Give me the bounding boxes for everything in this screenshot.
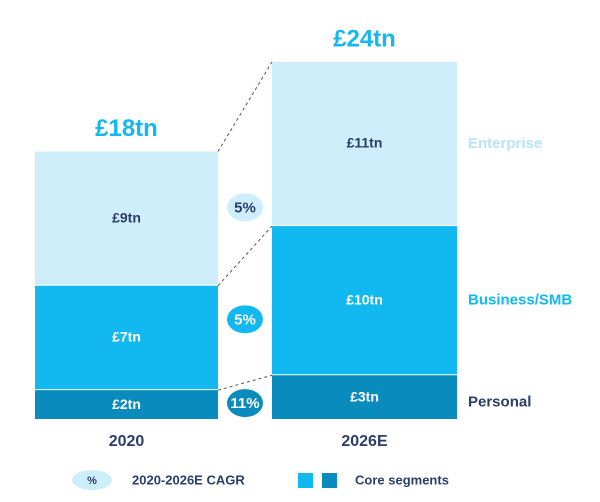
bar-segment (35, 285, 218, 390)
legend-core-swatch (298, 473, 313, 488)
series-label: Enterprise (468, 135, 542, 152)
bar-segment (272, 62, 457, 226)
legend-cagr-icon (72, 470, 112, 490)
cagr-bubble (227, 305, 263, 334)
cagr-bubble (227, 389, 263, 418)
legend-cagr-symbol: % (87, 475, 97, 487)
bar-segment (272, 226, 457, 375)
total-label: £24tn (333, 25, 396, 52)
cagr-label: 5% (234, 311, 256, 328)
bar-segment (35, 151, 218, 285)
series-label: Personal (468, 394, 531, 411)
value-label: £10tn (346, 291, 383, 307)
cagr-label: 11% (230, 395, 259, 412)
bar-segment (272, 375, 457, 419)
legend-core-label: Core segments (355, 472, 449, 487)
value-label: £2tn (112, 396, 141, 412)
value-label: £9tn (112, 209, 141, 225)
bar-segment (35, 390, 218, 419)
value-label: £3tn (350, 388, 379, 404)
series-label: Business/SMB (468, 292, 572, 309)
total-label: £18tn (95, 115, 158, 142)
connector (217, 225, 273, 287)
value-label: £7tn (112, 329, 141, 345)
legend-core-swatch (322, 473, 337, 488)
category-label: 2020 (109, 433, 145, 450)
connector (217, 61, 273, 152)
value-label: £11tn (347, 135, 383, 151)
category-label: 2026E (341, 433, 388, 450)
cagr-bubble (227, 193, 263, 222)
connector (217, 374, 273, 391)
cagr-label: 5% (234, 199, 256, 216)
legend-cagr-label: 2020-2026E CAGR (132, 472, 245, 487)
